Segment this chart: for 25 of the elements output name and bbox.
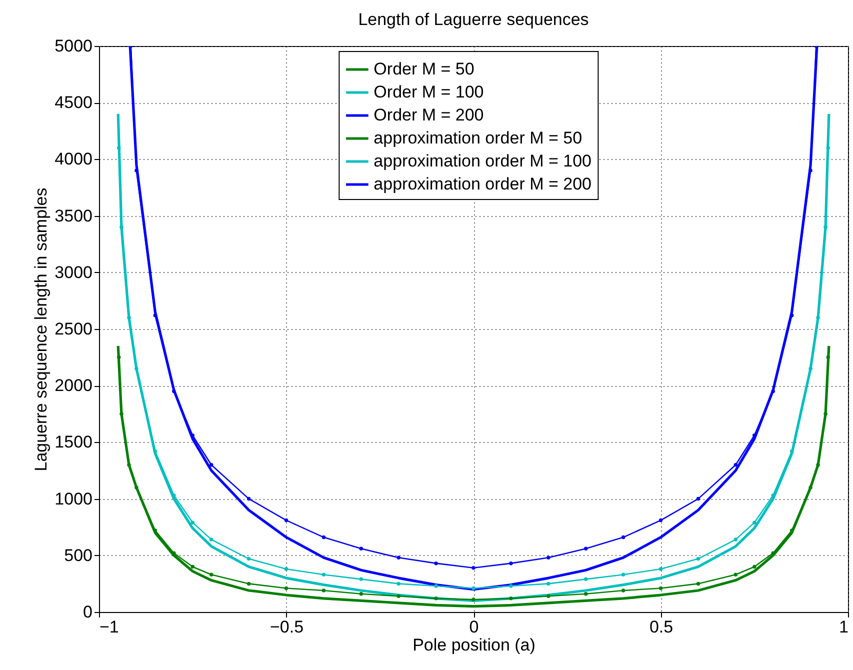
- y-tick-label: 2500: [54, 320, 92, 338]
- y-tick-label: 3500: [54, 206, 92, 226]
- legend-label: Order M = 50: [374, 60, 474, 78]
- legend-label: Order M = 200: [374, 106, 484, 124]
- legend-label: approximation order M = 50: [374, 128, 582, 148]
- y-tick-label: 0: [83, 602, 92, 622]
- chart-title: Length of Laguerre sequences: [358, 10, 589, 29]
- y-tick-label: 500: [64, 546, 92, 565]
- legend-label: Order M = 100: [374, 82, 484, 102]
- y-axis-title: Laguerre sequence length in samples: [32, 188, 51, 472]
- x-tick-label: −1: [100, 618, 119, 636]
- legend-label: approximation order M = 200: [374, 174, 592, 194]
- x-axis-title: Pole position (a): [412, 636, 536, 654]
- y-tick-label: 4500: [54, 93, 92, 112]
- x-tick-label: 0.5: [649, 618, 674, 636]
- y-tick-label: 5000: [54, 36, 92, 56]
- y-tick-label: 2000: [54, 376, 92, 396]
- y-tick-label: 1500: [54, 432, 92, 452]
- y-tick-label: 4000: [54, 150, 92, 169]
- x-tick-label: 0: [469, 618, 479, 636]
- y-tick-label: 1000: [54, 489, 92, 508]
- legend-label: approximation order M = 100: [374, 152, 592, 170]
- x-tick-label: 1: [839, 618, 848, 636]
- y-tick-label: 3000: [54, 262, 92, 282]
- x-tick-label: −0.5: [270, 618, 304, 636]
